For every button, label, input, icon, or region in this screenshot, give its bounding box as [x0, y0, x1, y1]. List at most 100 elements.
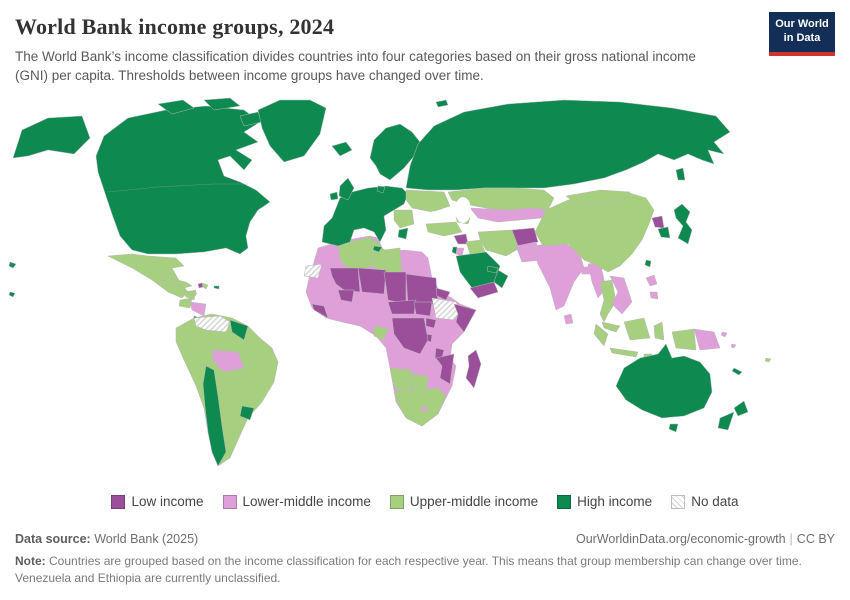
region-cuba[interactable] — [159, 275, 193, 289]
region-guyana-suriname[interactable] — [229, 319, 249, 341]
attribution-separator: | — [789, 532, 793, 546]
region-australia[interactable] — [615, 343, 713, 419]
chart-footer: Data source: World Bank (2025) OurWorldi… — [15, 532, 835, 588]
region-alaska[interactable] — [12, 115, 91, 159]
region-western-sahara[interactable] — [303, 263, 323, 279]
region-central-asia[interactable] — [469, 207, 547, 223]
region-japan[interactable] — [673, 203, 693, 245]
region-ethiopia[interactable] — [431, 297, 461, 321]
region-west-papua[interactable] — [671, 328, 697, 351]
region-yemen[interactable] — [469, 281, 499, 299]
region-syria[interactable] — [453, 233, 469, 245]
region-new-zealand-north[interactable] — [733, 400, 749, 417]
region-greece[interactable] — [397, 227, 409, 240]
legend-item-no-data[interactable]: No data — [671, 494, 739, 509]
region-png-islands[interactable] — [720, 331, 728, 338]
region-fiji[interactable] — [764, 357, 772, 363]
region-bolivia[interactable] — [211, 349, 245, 373]
region-philippines-luzon[interactable] — [645, 274, 658, 287]
region-south-sudan[interactable] — [413, 301, 433, 317]
region-chile[interactable] — [202, 365, 227, 467]
region-hawaii[interactable] — [8, 261, 17, 269]
note-label: Note: — [15, 554, 46, 568]
region-mongolia[interactable] — [565, 189, 631, 205]
lower-middle-income-swatch — [222, 494, 237, 509]
attribution: OurWorldinData.org/economic-growth | CC BY — [576, 532, 835, 546]
region-south-america[interactable] — [175, 313, 279, 467]
region-vietnam-laos-cambodia[interactable] — [609, 275, 633, 315]
region-svalbard[interactable] — [435, 99, 449, 108]
region-new-zealand-south[interactable] — [717, 411, 735, 431]
region-thailand[interactable] — [599, 279, 617, 323]
region-arctic-island-2[interactable] — [203, 97, 241, 111]
region-sakhalin[interactable] — [675, 167, 686, 181]
region-burkina-faso[interactable] — [337, 289, 355, 303]
region-jordan[interactable] — [455, 247, 465, 257]
region-java[interactable] — [609, 347, 639, 358]
region-ukraine-belarus[interactable] — [405, 189, 451, 213]
region-sicily[interactable] — [372, 245, 383, 253]
region-central-african-republic[interactable] — [387, 299, 417, 315]
region-balkans[interactable] — [393, 209, 415, 229]
legend-item-upper-middle-income[interactable]: Upper-middle income — [389, 494, 539, 509]
region-papua-new-guinea[interactable] — [693, 328, 721, 351]
region-mexico[interactable] — [107, 253, 189, 299]
region-uganda[interactable] — [425, 317, 437, 329]
region-dr-congo[interactable] — [391, 317, 429, 355]
page-title: World Bank income groups, 2024 — [15, 14, 335, 39]
legend-label: Upper-middle income — [409, 494, 539, 509]
region-lesotho[interactable] — [420, 405, 429, 413]
region-sumatra[interactable] — [593, 323, 609, 347]
region-taiwan[interactable] — [644, 259, 652, 268]
owid-logo[interactable]: Our World in Data — [769, 12, 835, 56]
region-israel[interactable] — [451, 246, 458, 255]
region-guatemala-belize[interactable] — [178, 297, 193, 309]
region-honduras-nicaragua[interactable] — [189, 301, 207, 317]
owid-link[interactable]: OurWorldinData.org/economic-growth — [575, 532, 786, 546]
region-north-korea[interactable] — [651, 215, 665, 229]
region-united-kingdom[interactable] — [338, 177, 355, 201]
legend-item-high-income[interactable]: High income — [557, 494, 652, 509]
region-iceland[interactable] — [331, 141, 353, 157]
region-philippines-mindanao[interactable] — [649, 291, 659, 300]
region-denmark[interactable] — [376, 185, 386, 194]
license-label[interactable]: CC BY — [796, 532, 835, 546]
region-uruguay[interactable] — [239, 405, 255, 421]
region-russia[interactable] — [405, 99, 731, 191]
region-french-polynesia[interactable] — [8, 291, 16, 298]
region-sierra-leone-liberia[interactable] — [311, 303, 329, 319]
region-somalia[interactable] — [453, 303, 477, 333]
region-malaysia-peninsula[interactable] — [601, 321, 621, 333]
region-namibia[interactable] — [389, 367, 413, 393]
region-south-africa[interactable] — [393, 387, 447, 427]
legend-item-lower-middle-income[interactable]: Lower-middle income — [222, 494, 371, 509]
region-uae-qatar[interactable] — [486, 265, 499, 274]
region-canada-united-states[interactable] — [95, 105, 271, 255]
region-greenland[interactable] — [257, 99, 327, 163]
region-gabon[interactable] — [373, 325, 389, 341]
region-mozambique[interactable] — [435, 353, 455, 385]
black-sea — [425, 211, 449, 221]
region-turkey[interactable] — [425, 221, 463, 237]
region-afghanistan[interactable] — [511, 227, 539, 247]
source-row: Data source: World Bank (2025) OurWorldi… — [15, 532, 835, 546]
legend-item-low-income[interactable]: Low income — [111, 494, 204, 509]
region-eritrea[interactable] — [435, 287, 451, 301]
region-jamaica[interactable] — [190, 291, 198, 297]
region-venezuela[interactable] — [193, 315, 231, 333]
world-map — [8, 96, 842, 486]
region-dominican-republic[interactable] — [201, 282, 209, 290]
region-sulawesi[interactable] — [653, 321, 665, 341]
region-sri-lanka[interactable] — [563, 313, 574, 325]
region-puerto-rico[interactable] — [213, 285, 220, 290]
region-madagascar[interactable] — [465, 349, 482, 389]
region-niger[interactable] — [357, 267, 387, 295]
region-new-caledonia[interactable] — [731, 367, 743, 376]
region-arctic-island-1[interactable] — [157, 99, 195, 115]
region-oman[interactable] — [493, 269, 509, 289]
region-tasmania[interactable] — [668, 423, 679, 433]
region-solomon-islands[interactable] — [730, 343, 737, 349]
region-borneo[interactable] — [623, 317, 651, 341]
region-south-korea[interactable] — [657, 226, 671, 239]
region-ireland[interactable] — [329, 191, 339, 201]
